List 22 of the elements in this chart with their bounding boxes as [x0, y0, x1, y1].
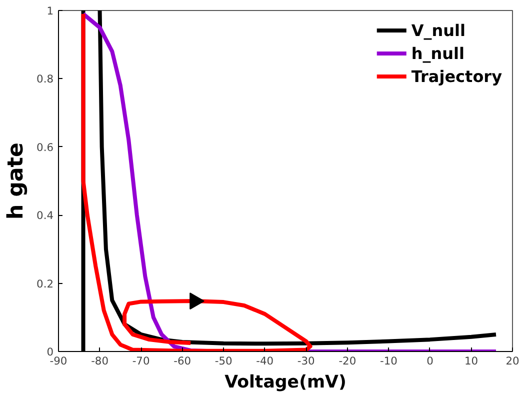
y-tick-label: 0.6	[36, 140, 54, 154]
x-tick-label: -40	[256, 354, 274, 368]
x-tick-label: -10	[380, 354, 398, 368]
x-tick-label: -70	[132, 354, 150, 368]
legend-label: h_null	[411, 44, 465, 62]
line-series	[81, 12, 312, 352]
y-tick-label: 0.4	[36, 209, 54, 222]
y-tick-label: 1	[46, 4, 54, 18]
x-tick-label: 0	[426, 354, 434, 368]
x-tick-label: -20	[338, 354, 356, 368]
x-axis-title: Voltage(mV)	[224, 372, 346, 392]
y-axis-title: h gate	[4, 142, 29, 220]
x-tick-label: 20	[506, 354, 520, 368]
legend-label: Trajectory	[411, 66, 502, 86]
x-tick-label: 10	[464, 354, 478, 368]
y-tick-label: 0.2	[36, 277, 54, 290]
x-tick-label: -60	[174, 354, 192, 368]
legend-label: V_null	[411, 20, 466, 40]
y-tick-label: 0.8	[36, 72, 54, 86]
x-tick-label: -50	[214, 354, 233, 368]
x-tick-label: -80	[91, 354, 109, 368]
x-tick-label: -30	[297, 354, 316, 368]
